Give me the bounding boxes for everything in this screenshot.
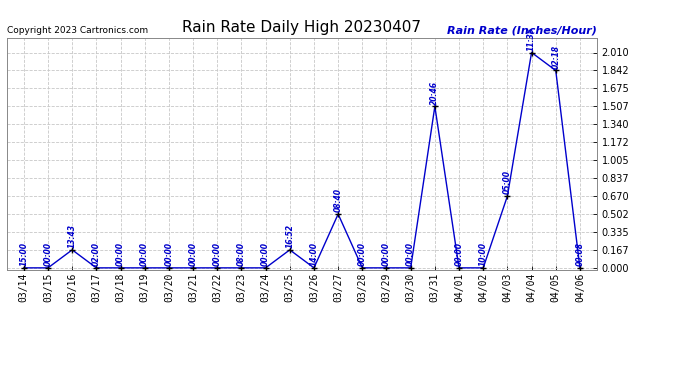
Text: 00:00: 00:00 [358,242,367,266]
Text: 13:43: 13:43 [68,224,77,248]
Text: Copyright 2023 Cartronics.com: Copyright 2023 Cartronics.com [8,26,148,35]
Text: 00:00: 00:00 [43,242,52,266]
Text: 00:00: 00:00 [455,242,464,266]
Text: Rain Rate (Inches/Hour): Rain Rate (Inches/Hour) [447,25,597,35]
Text: 14:00: 14:00 [309,242,319,266]
Text: 08:40: 08:40 [334,189,343,213]
Text: 00:00: 00:00 [188,242,197,266]
Text: 15:00: 15:00 [19,242,28,266]
Text: 00:00: 00:00 [164,242,173,266]
Text: 00:00: 00:00 [406,242,415,266]
Text: 16:52: 16:52 [285,224,295,248]
Text: 00:00: 00:00 [213,242,221,266]
Text: 08:00: 08:00 [237,242,246,266]
Text: 00:00: 00:00 [116,242,125,266]
Text: 00:08: 00:08 [575,242,584,266]
Text: 02:18: 02:18 [551,45,560,69]
Text: 00:00: 00:00 [261,242,270,266]
Text: 11:35: 11:35 [527,27,536,51]
Text: 20:46: 20:46 [431,81,440,105]
Title: Rain Rate Daily High 20230407: Rain Rate Daily High 20230407 [182,20,422,35]
Text: 02:00: 02:00 [92,242,101,266]
Text: 00:00: 00:00 [140,242,149,266]
Text: 05:00: 05:00 [503,171,512,195]
Text: 00:00: 00:00 [382,242,391,266]
Text: 10:00: 10:00 [479,242,488,266]
